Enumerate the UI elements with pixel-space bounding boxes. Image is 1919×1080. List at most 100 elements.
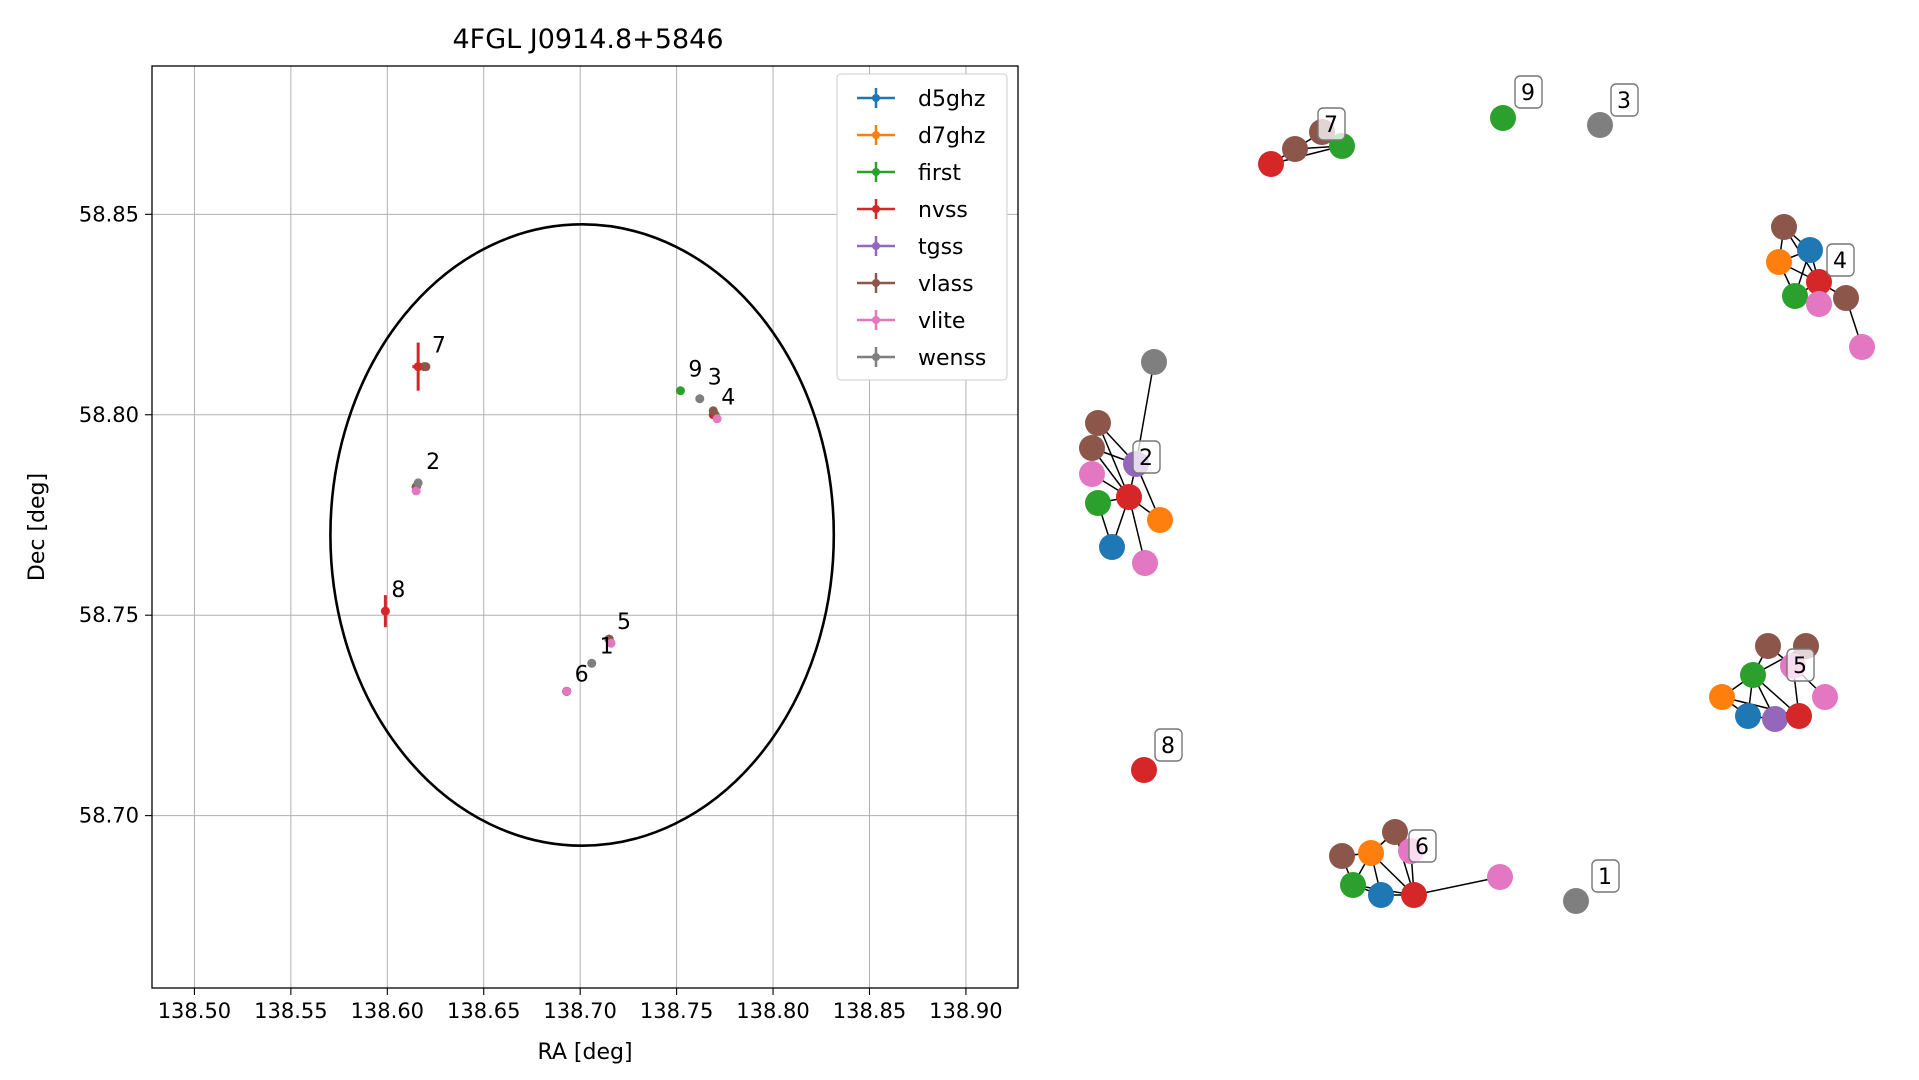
vlite-marker xyxy=(606,638,616,648)
cluster-label-text: 9 xyxy=(1521,81,1535,106)
vlite-marker xyxy=(411,486,421,496)
graph-node-blue xyxy=(1368,882,1394,908)
x-tick-label: 138.50 xyxy=(158,999,231,1023)
x-axis-ticks: 138.50 138.55 138.60 138.65 138.70 138.75 138.… xyxy=(158,988,1003,1023)
legend-item-vlite: vlite xyxy=(857,309,965,334)
graph-node-red xyxy=(1401,882,1427,908)
cluster-label-7: 7 xyxy=(1317,107,1346,141)
graph-node-orange xyxy=(1147,507,1173,533)
graph-node-brown xyxy=(1282,136,1308,162)
vlass-point xyxy=(421,362,431,372)
graph-node-pink xyxy=(1079,461,1105,487)
legend-marker-dot xyxy=(872,316,880,324)
y-tick-label: 58.70 xyxy=(79,804,139,828)
vlite-marker xyxy=(712,414,722,424)
cluster-label-text: 7 xyxy=(1324,113,1338,138)
scatter-plot: 4FGL J0914.8+5846 1 2 34 5 6 7 8 9 138.50 138.55… xyxy=(25,24,1019,1065)
network-graph: 1 2 3 4 5 6 7 8 9 xyxy=(1079,75,1875,914)
cluster-labels: 1 2 3 4 5 6 7 8 9 xyxy=(1132,75,1855,893)
cluster-label-text: 3 xyxy=(1617,89,1631,114)
legend-marker-dot xyxy=(872,94,880,102)
x-tick-label: 138.60 xyxy=(351,999,424,1023)
error-ellipse xyxy=(329,223,836,847)
graph-node-pink xyxy=(1806,291,1832,317)
legend: d5ghz d7ghz first nvss tgss vlass vlite wenss xyxy=(836,73,1008,381)
y-tick-label: 58.85 xyxy=(79,202,139,226)
point-label: 8 xyxy=(391,578,405,603)
vlass-marker xyxy=(421,362,431,372)
cluster-label-1: 1 xyxy=(1591,859,1620,893)
point-label: 5 xyxy=(617,610,631,635)
graph-edges xyxy=(1091,131,1863,896)
graph-node-gray xyxy=(1587,112,1613,138)
legend-label: d5ghz xyxy=(918,87,985,112)
cluster-label-4: 4 xyxy=(1826,243,1855,277)
x-tick-label: 138.90 xyxy=(929,999,1002,1023)
graph-node-red xyxy=(1786,703,1812,729)
vlite-point xyxy=(712,414,722,424)
legend-marker-dot xyxy=(872,353,880,361)
nvss-point xyxy=(380,595,390,628)
data-points xyxy=(380,342,722,696)
graph-node-brown xyxy=(1382,819,1408,845)
cluster-label-box xyxy=(1317,107,1346,141)
cluster-label-text: 6 xyxy=(1415,835,1429,860)
point-label: 2 xyxy=(426,450,440,475)
graph-node-pink xyxy=(1849,334,1875,360)
legend-label: wenss xyxy=(918,346,986,371)
graph-node-pink xyxy=(1487,864,1513,890)
cluster-label-box xyxy=(1610,83,1639,117)
x-tick-label: 138.70 xyxy=(543,999,616,1023)
cluster-label-text: 2 xyxy=(1139,446,1153,471)
cluster-label-text: 8 xyxy=(1161,734,1175,759)
x-tick-label: 138.75 xyxy=(640,999,713,1023)
wenss-point xyxy=(587,658,597,668)
vlite-point xyxy=(411,486,421,496)
graph-node-green xyxy=(1490,105,1516,131)
nvss-marker xyxy=(380,606,390,616)
cluster-label-5: 5 xyxy=(1786,648,1815,682)
cluster-label-8: 8 xyxy=(1154,728,1183,762)
cluster-label-box xyxy=(1826,243,1855,277)
legend-item-tgss: tgss xyxy=(857,235,964,260)
graph-node-pink xyxy=(1132,550,1158,576)
cluster-label-text: 4 xyxy=(1833,249,1847,274)
legend-marker-dot xyxy=(872,131,880,139)
graph-node-brown xyxy=(1329,843,1355,869)
graph-edge xyxy=(1097,422,1130,498)
legend-item-d5ghz: d5ghz xyxy=(857,87,985,112)
graph-node-orange xyxy=(1766,249,1792,275)
cluster-label-box xyxy=(1154,728,1183,762)
cluster-label-box xyxy=(1514,75,1543,109)
point-label: 9 xyxy=(688,358,702,383)
legend-marker-dot xyxy=(872,242,880,250)
legend-marker-dot xyxy=(872,205,880,213)
chart-title: 4FGL J0914.8+5846 xyxy=(452,24,723,55)
graph-node-purple xyxy=(1762,706,1788,732)
vlass-point xyxy=(708,406,718,416)
cluster-label-3: 3 xyxy=(1610,83,1639,117)
nvss-marker xyxy=(413,362,423,372)
graph-node-brown xyxy=(1079,435,1105,461)
legend-label: vlass xyxy=(918,272,974,297)
legend-box xyxy=(836,73,1008,381)
graph-nodes xyxy=(1079,105,1875,914)
legend-label: d7ghz xyxy=(918,124,985,149)
cluster-label-text: 1 xyxy=(1598,865,1612,890)
vlite-marker xyxy=(562,686,572,696)
graph-node-gray xyxy=(1563,888,1589,914)
graph-node-pink xyxy=(1812,684,1838,710)
cluster-label-6: 6 xyxy=(1408,829,1437,863)
legend-item-first: first xyxy=(857,161,961,186)
vlite-point xyxy=(606,638,616,648)
cluster-label-9: 9 xyxy=(1514,75,1543,109)
cluster-label-box xyxy=(1591,859,1620,893)
y-axis-ticks: 58.70 58.75 58.80 58.85 xyxy=(79,202,152,828)
legend-item-wenss: wenss xyxy=(857,346,986,371)
axes-frame xyxy=(151,65,1019,989)
wenss-marker xyxy=(695,394,705,404)
legend-label: nvss xyxy=(918,198,968,223)
vlite-point xyxy=(562,686,572,696)
first-point xyxy=(675,386,685,396)
point-label: 3 xyxy=(708,366,722,391)
